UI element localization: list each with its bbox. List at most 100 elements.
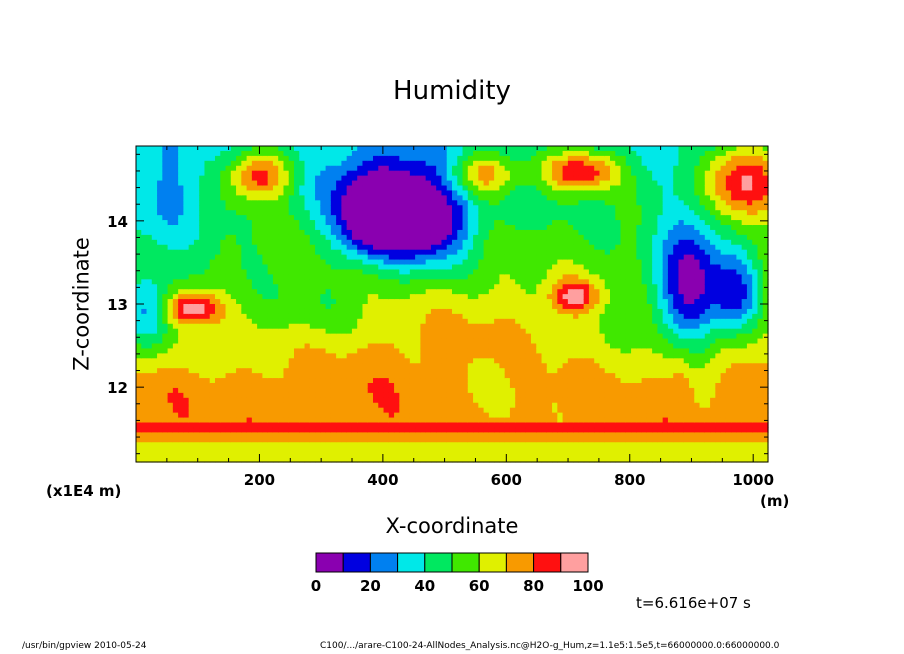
field-cell	[299, 304, 306, 310]
field-cell	[267, 333, 274, 340]
field-cell	[294, 447, 300, 453]
field-cell	[193, 205, 200, 211]
field-cell	[378, 383, 385, 389]
field-cell	[325, 442, 332, 448]
field-cell	[325, 452, 332, 458]
field-cell	[452, 313, 458, 320]
field-cell	[452, 205, 458, 211]
field-cell	[409, 378, 416, 384]
field-cell	[436, 279, 443, 285]
field-cell	[420, 427, 427, 433]
field-cell	[209, 328, 216, 335]
field-cell	[204, 407, 211, 414]
field-cell	[430, 378, 437, 384]
field-cell	[367, 205, 374, 211]
field-cell	[509, 269, 516, 275]
field-cell	[162, 437, 169, 443]
field-cell	[462, 432, 469, 438]
field-cell	[294, 353, 300, 359]
field-cell	[309, 160, 316, 167]
field-cell	[162, 432, 169, 438]
field-cell	[178, 412, 184, 419]
field-cell	[473, 437, 479, 443]
field-cell	[257, 457, 263, 463]
field-cell	[357, 422, 364, 429]
field-cell	[141, 313, 148, 320]
field-cell	[141, 220, 148, 226]
field-cell	[167, 254, 174, 261]
field-cell	[467, 254, 474, 261]
field-cell	[178, 457, 184, 463]
field-cell	[183, 244, 190, 251]
field-cell	[251, 170, 258, 177]
field-cell	[488, 407, 495, 414]
field-cell	[336, 150, 342, 157]
field-cell	[209, 170, 216, 177]
field-cell	[404, 392, 411, 399]
field-cell	[536, 165, 543, 172]
field-cell	[309, 165, 316, 172]
field-cell	[425, 304, 432, 310]
field-cell	[399, 447, 406, 453]
field-cell	[141, 308, 148, 315]
field-cell	[541, 397, 548, 404]
field-cell	[167, 363, 174, 369]
field-cell	[188, 160, 195, 167]
field-cell	[151, 249, 158, 256]
field-cell	[452, 383, 458, 389]
field-cell	[404, 264, 411, 271]
field-cell	[362, 397, 369, 404]
field-cell	[425, 264, 432, 271]
field-cell	[430, 422, 437, 429]
field-cell	[241, 155, 248, 162]
field-cell	[141, 234, 148, 241]
field-cell	[230, 269, 237, 275]
field-cell	[425, 175, 432, 182]
field-cell	[462, 259, 469, 266]
field-cell	[183, 402, 190, 409]
field-cell	[236, 160, 242, 167]
field-cell	[457, 387, 464, 394]
field-cell	[378, 333, 385, 340]
field-cell	[404, 249, 411, 256]
field-cell	[199, 368, 206, 374]
field-cell	[488, 299, 495, 305]
field-cell	[320, 417, 327, 424]
field-cell	[394, 427, 400, 433]
field-cell	[220, 299, 227, 305]
field-cell	[193, 160, 200, 167]
field-cell	[425, 190, 432, 196]
field-cell	[515, 239, 522, 246]
field-cell	[483, 259, 490, 266]
field-cell	[325, 294, 332, 300]
field-cell	[425, 215, 432, 221]
field-cell	[425, 333, 432, 340]
field-cell	[320, 284, 327, 290]
field-cell	[520, 244, 527, 251]
field-cell	[236, 225, 242, 231]
field-cell	[509, 205, 516, 211]
field-cell	[457, 457, 464, 463]
field-cell	[346, 412, 353, 419]
field-cell	[478, 279, 485, 285]
field-cell	[362, 210, 369, 216]
field-cell	[457, 402, 464, 409]
field-cell	[246, 185, 253, 192]
field-cell	[315, 452, 321, 458]
field-cell	[320, 323, 327, 330]
field-cell	[404, 318, 411, 325]
field-cell	[467, 160, 474, 167]
field-cell	[257, 333, 263, 340]
field-cell	[341, 313, 348, 320]
field-cell	[504, 284, 511, 290]
field-cell	[430, 185, 437, 192]
field-cell	[320, 234, 327, 241]
field-cell	[336, 358, 342, 364]
field-cell	[246, 200, 253, 206]
field-cell	[151, 160, 158, 167]
field-cell	[267, 264, 274, 271]
field-cell	[309, 269, 316, 275]
field-cell	[478, 333, 485, 340]
field-cell	[193, 368, 200, 374]
field-cell	[162, 353, 169, 359]
